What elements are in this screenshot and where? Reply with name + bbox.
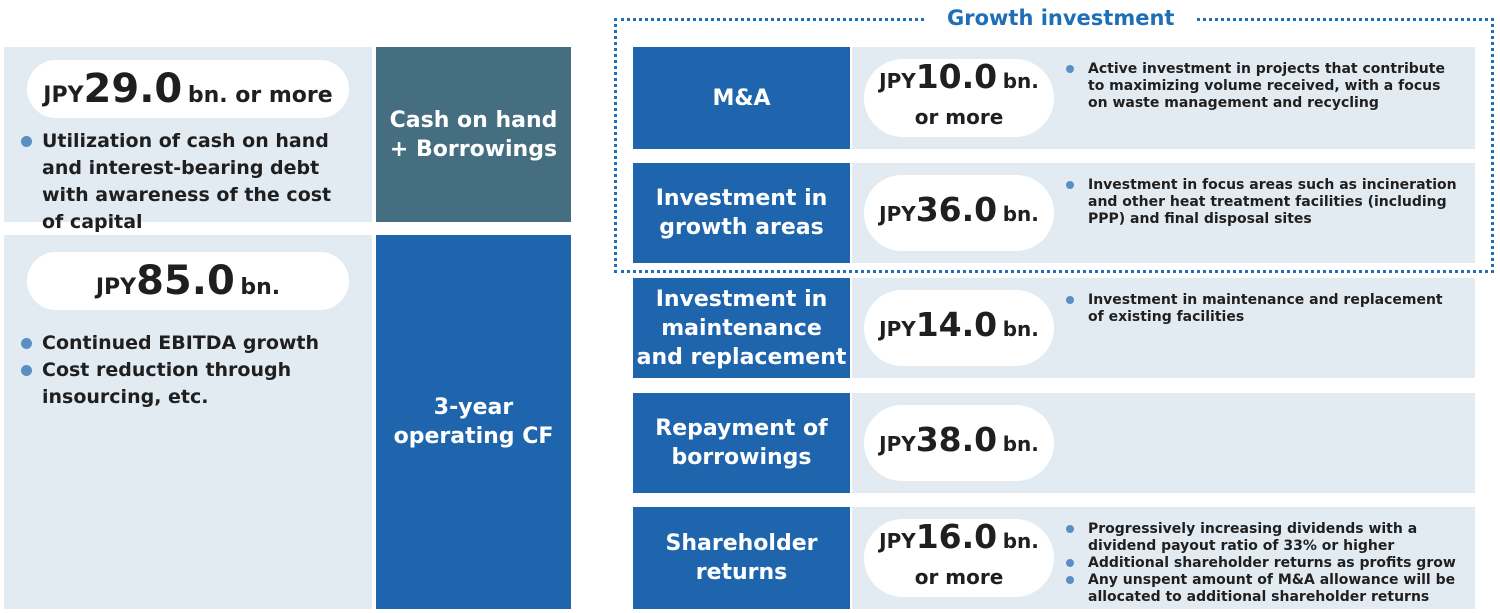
allocation-label: M&A [633,47,850,149]
label-line: Shareholder [665,531,818,556]
amount: JPY85.0 bn. [96,258,280,304]
amount: JPY36.0 bn. [879,193,1039,233]
amount-prefix: JPY [879,202,916,226]
bullet-list: Investment in maintenance and replacemen… [1062,292,1462,326]
bullet: Continued EBITDA growth [4,330,354,357]
bullet: Progressively increasing dividends with … [1062,521,1462,555]
allocation-label: Repayment of borrowings [633,393,850,493]
amount-prefix: JPY [43,83,84,108]
bullet: Utilization of cash on hand and interest… [4,128,354,236]
amount: JPY16.0 bn. or more [864,520,1054,596]
amount-pill: JPY38.0 bn. [864,405,1054,481]
amount-number: 29.0 [83,66,183,112]
label-line: + Borrowings [389,136,558,162]
label-line: growth areas [659,215,824,240]
label-line: M&A [712,85,771,111]
label-line: Investment in [655,186,828,211]
bullet: Any unspent amount of M&A allowance will… [1062,572,1462,606]
label-line: operating CF [393,424,554,449]
amount-pill: JPY85.0 bn. [27,252,349,310]
amount-unit: bn. [1002,432,1039,456]
amount: JPY10.0 bn. or more [864,60,1054,136]
amount-number: 14.0 [915,305,998,344]
allocation-label: Investment in maintenance and replacement [633,278,850,378]
bullet: Cost reduction through insourcing, etc. [4,357,354,411]
amount: JPY14.0 bn. [879,308,1039,348]
amount-prefix: JPY [879,69,916,93]
amount-number: 36.0 [915,190,998,229]
amount-number: 38.0 [915,420,998,459]
amount-prefix: JPY [879,432,916,456]
amount-number: 10.0 [915,57,998,96]
label-line: Cash on hand [389,107,558,133]
amount-prefix: JPY [879,529,916,553]
amount-unit: bn. [1002,317,1039,341]
label-line: maintenance [661,315,822,341]
allocation-label: Investment in growth areas [633,163,850,263]
amount-unit: bn. or more [914,69,1039,129]
bullet-list: Utilization of cash on hand and interest… [4,128,354,236]
amount: JPY38.0 bn. [879,423,1039,463]
amount-prefix: JPY [95,275,137,300]
bullet: Active investment in projects that contr… [1062,61,1462,112]
label-line: and replacement [636,344,847,370]
label-line: Repayment of [655,416,828,441]
amount-pill: JPY29.0 bn. or more [27,60,349,118]
amount: JPY29.0 bn. or more [43,66,332,112]
source-label: 3-year operating CF [376,235,571,609]
source-label: Cash on hand + Borrowings [376,47,571,222]
bullet-list: Investment in focus areas such as incine… [1062,177,1462,228]
bullet-list: Continued EBITDA growth Cost reduction th… [4,330,354,411]
label-line: 3-year [433,395,514,420]
bullet: Investment in maintenance and replacemen… [1062,292,1462,326]
amount-unit: bn. or more [914,529,1039,589]
amount-pill: JPY14.0 bn. [864,290,1054,366]
amount-number: 85.0 [136,258,235,304]
amount-unit: bn. or more [187,83,333,108]
amount-pill: JPY16.0 bn. or more [864,519,1054,597]
amount-pill: JPY36.0 bn. [864,175,1054,251]
label-line: returns [695,560,788,585]
amount-unit: bn. [240,275,281,300]
bullet-list: Progressively increasing dividends with … [1062,521,1462,606]
amount-pill: JPY10.0 bn. or more [864,59,1054,137]
bullet: Additional shareholder returns as profit… [1062,555,1462,572]
bullet-list: Active investment in projects that contr… [1062,61,1462,112]
amount-unit: bn. [1002,202,1039,226]
label-line: Investment in [655,286,828,312]
label-line: borrowings [671,445,812,470]
bullet: Investment in focus areas such as incine… [1062,177,1462,228]
allocation-label: Shareholder returns [633,507,850,609]
group-title: Growth investment [927,4,1195,32]
amount-prefix: JPY [879,317,916,341]
amount-number: 16.0 [915,517,998,556]
